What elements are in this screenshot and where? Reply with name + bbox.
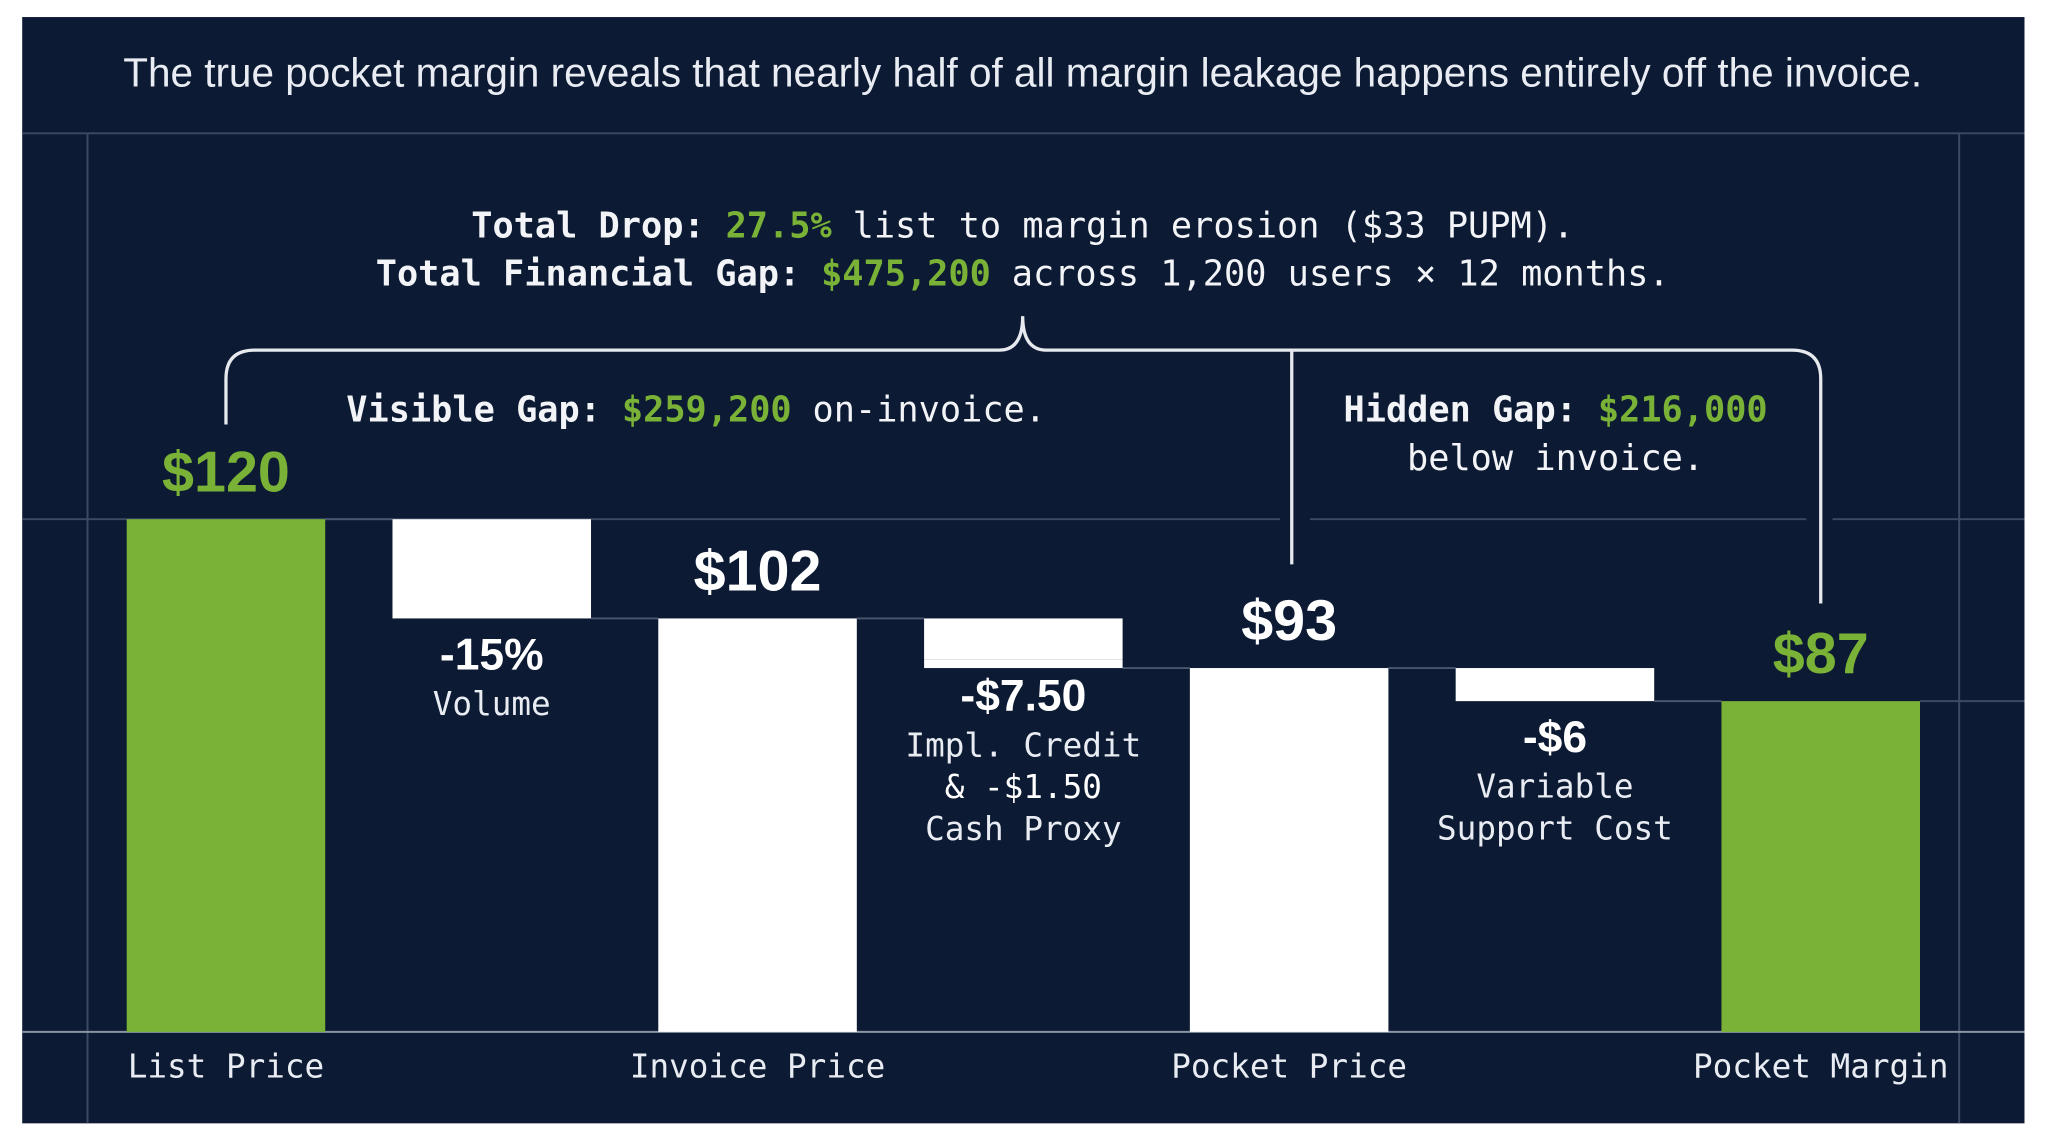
category-label: Volume	[433, 685, 551, 723]
annotation: Total Financial Gap: $475,200 across 1,200…	[376, 254, 1670, 295]
value-label: -$1.50	[984, 768, 1102, 806]
x-tick-label: Pocket Price	[1171, 1047, 1407, 1085]
annotation-plain: list to margin erosion ($33 PUPM).	[853, 205, 1575, 246]
value-label: $87	[1773, 622, 1869, 686]
value-label: $93	[1241, 589, 1337, 653]
joiner: &	[945, 768, 965, 806]
annotation-key: Hidden Gap:	[1344, 390, 1577, 431]
annotation: below invoice.	[1407, 438, 1704, 479]
annotation-key: Total Drop:	[471, 205, 704, 246]
value-label: $102	[694, 540, 822, 604]
brace	[224, 316, 1823, 604]
annotation-key: Total Financial Gap:	[376, 254, 800, 295]
value-label: -$6	[1523, 713, 1587, 762]
annotation-key: Visible Gap:	[346, 390, 601, 431]
panel	[22, 17, 2025, 1124]
annotation: Total Drop: 27.5% list to margin erosion (…	[471, 205, 1574, 246]
x-tick-label: Pocket Margin	[1693, 1047, 1948, 1085]
annotation: Visible Gap: $259,200 on-invoice.	[346, 390, 1046, 431]
category-line: Variable	[1476, 768, 1633, 806]
annotation-figure: 27.5%	[726, 205, 832, 246]
category-line: Support Cost	[1437, 809, 1673, 847]
annotation-plain: on-invoice.	[813, 390, 1046, 431]
value-label: -$7.50	[960, 672, 1086, 721]
value-label: $120	[162, 440, 290, 504]
bar	[1455, 668, 1655, 702]
value-label: & -$1.50	[945, 768, 1102, 806]
category-label: Cash Proxy	[925, 810, 1122, 848]
annotation-plain: below invoice.	[1407, 438, 1704, 479]
x-tick-label: List Price	[128, 1047, 325, 1085]
category-label: Impl. Credit	[905, 726, 1141, 764]
annotation-figure: $475,200	[821, 254, 991, 295]
x-tick-label: Invoice Price	[630, 1047, 885, 1085]
value-label: -15%	[440, 630, 544, 679]
annotation-figure: $259,200	[622, 390, 792, 431]
bar	[1189, 668, 1389, 1032]
annotation-plain: across 1,200 users × 12 months.	[1012, 254, 1670, 295]
bar	[924, 659, 1123, 669]
bar	[1721, 701, 1920, 1032]
category-label: Variable Support Cost	[1437, 768, 1673, 848]
annotation-figure: $216,000	[1598, 390, 1768, 431]
chart-title: The true pocket margin reveals that near…	[123, 50, 1922, 96]
bar	[658, 618, 857, 1032]
bar	[392, 519, 592, 619]
annotation: Hidden Gap: $216,000	[1344, 390, 1768, 431]
bar	[126, 519, 326, 1032]
bar	[924, 618, 1123, 660]
